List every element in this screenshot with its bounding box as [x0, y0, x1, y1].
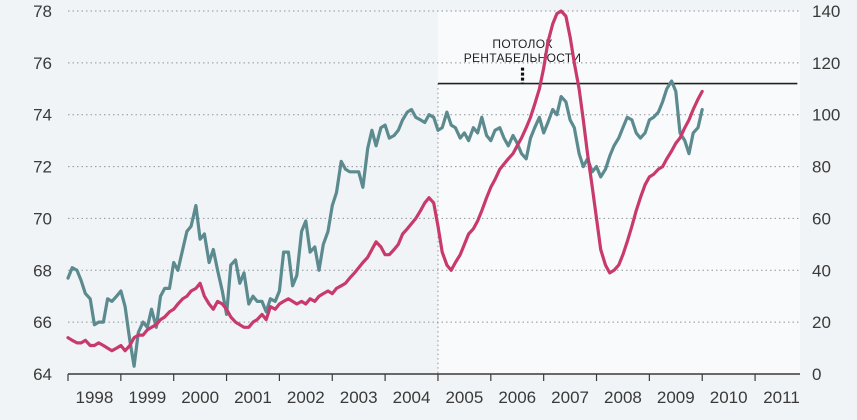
y-right-tick-label: 40 [812, 261, 831, 280]
series-line [66, 79, 704, 368]
y-left-tick-label: 70 [33, 209, 52, 228]
x-tick-label: 2001 [234, 388, 272, 407]
x-tick-label: 2005 [445, 388, 483, 407]
y-left-tick-label: 64 [33, 365, 52, 384]
x-tick-label: 2010 [710, 388, 748, 407]
x-tick-label: 2000 [181, 388, 219, 407]
y-right-tick-label: 0 [812, 365, 821, 384]
y-right-tick-label: 100 [812, 106, 840, 125]
x-tick-label: 2007 [551, 388, 589, 407]
y-left-tick-label: 68 [33, 261, 52, 280]
x-tick-label: 2011 [763, 388, 800, 407]
x-tick-label: 2004 [393, 388, 431, 407]
series-line [66, 9, 704, 353]
x-tick-label: 2003 [340, 388, 378, 407]
x-tick-label: 2009 [657, 388, 695, 407]
x-tick-label: 1998 [76, 388, 114, 407]
x-tick-label: 2006 [498, 388, 536, 407]
y-left-tick-label: 74 [33, 106, 52, 125]
y-left-tick-label: 78 [33, 2, 52, 21]
y-right-tick-label: 60 [812, 209, 831, 228]
y-right-tick-label: 120 [812, 54, 840, 73]
x-tick-label: 2008 [604, 388, 642, 407]
x-tick-label: 1999 [128, 388, 166, 407]
annotation-label: РЕНТАБЕЛЬНОСТИ [464, 51, 582, 65]
y-left-tick-label: 66 [33, 313, 52, 332]
highlight-region [437, 11, 800, 374]
y-left-tick-label: 72 [33, 158, 52, 177]
x-tick-label: 2002 [287, 388, 325, 407]
y-left-tick-label: 76 [33, 54, 52, 73]
annotation-label: ПОТОЛОК [492, 37, 552, 51]
y-right-tick-label: 80 [812, 158, 831, 177]
y-right-tick-label: 20 [812, 313, 831, 332]
y-right-tick-label: 140 [812, 2, 840, 21]
